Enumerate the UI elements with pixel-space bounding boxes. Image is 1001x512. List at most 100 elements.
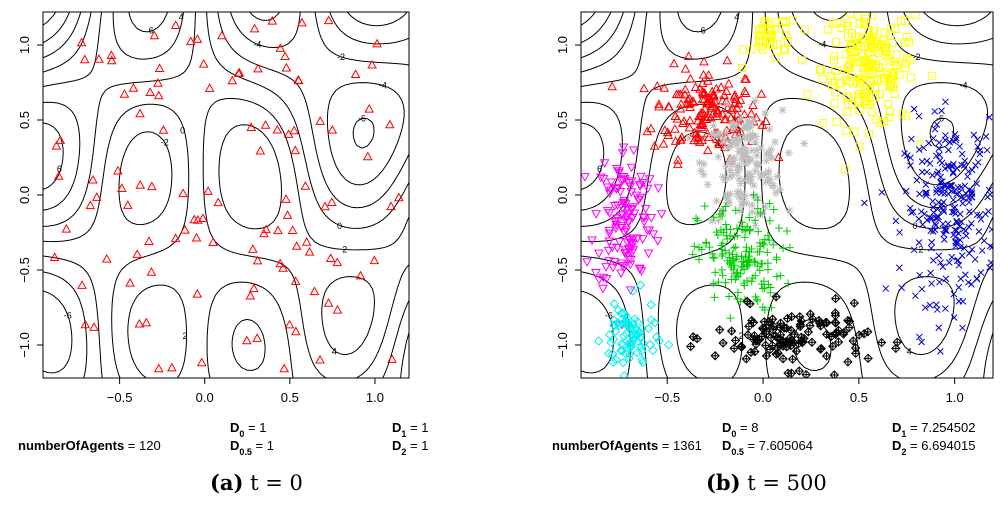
data-point-agents — [101, 253, 112, 263]
data-point-agents — [282, 210, 293, 219]
data-point-yellow — [871, 83, 880, 92]
data-point-blue — [985, 186, 993, 194]
data-point-blue — [954, 184, 962, 191]
data-point-magenta — [626, 188, 637, 197]
data-point-yellow — [888, 83, 897, 92]
data-point-blue — [965, 250, 973, 257]
data-point-yellow — [824, 25, 833, 34]
plot-panel-a: -6 -6 -4 -4 -2 -2 0 0 2 2 4 4 6 6 −0.5 0.0 0.5 1.0 −1.0 −0.… — [17, 11, 428, 457]
data-point-blue — [985, 113, 993, 121]
data-point-yellow — [829, 56, 838, 65]
contour-label: -6 — [605, 310, 613, 320]
data-point-red — [712, 106, 723, 116]
data-point-red — [670, 136, 681, 145]
data-point-blue — [968, 220, 975, 227]
data-point-agents — [198, 58, 209, 68]
data-point-agents — [355, 270, 366, 280]
data-point-blue — [949, 169, 957, 177]
data-point-magenta — [602, 206, 613, 216]
data-point-agents — [135, 108, 145, 118]
data-point-black — [795, 312, 805, 322]
data-point-cyan — [619, 331, 629, 341]
data-point-blue — [958, 150, 966, 158]
data-point-red — [685, 98, 695, 108]
data-point-agents — [246, 122, 257, 131]
data-point-blue — [948, 182, 955, 190]
data-point-agents — [89, 322, 99, 331]
data-point-black — [757, 331, 767, 342]
data-point-yellow-top — [780, 46, 789, 55]
data-point-grey — [707, 130, 716, 139]
data-point-yellow-top — [779, 17, 788, 26]
data-point-cyan — [626, 340, 636, 351]
data-point-blue — [968, 280, 975, 288]
data-point-yellow-top — [768, 41, 777, 50]
data-point-grey — [728, 160, 737, 169]
data-point-magenta — [635, 182, 645, 192]
data-point-grey — [713, 129, 722, 138]
data-point-yellow — [855, 106, 864, 115]
data-point-yellow — [869, 42, 878, 51]
contour-line — [581, 12, 993, 378]
data-point-yellow — [827, 71, 836, 80]
data-point-grey — [738, 198, 747, 207]
data-point-green — [711, 268, 720, 277]
data-point-red — [652, 80, 663, 90]
data-point-yellow — [832, 117, 841, 126]
data-point-yellow — [855, 19, 864, 28]
data-point-black — [822, 318, 832, 328]
data-point-grey — [748, 120, 757, 129]
data-point-yellow — [876, 118, 885, 127]
data-point-magenta — [603, 246, 614, 256]
data-point-black — [831, 329, 841, 340]
data-point-agents — [242, 335, 252, 345]
data-point-yellow — [803, 90, 812, 99]
data-point-cyan — [638, 357, 648, 367]
data-point-agents — [284, 319, 295, 329]
data-point-agents — [323, 298, 334, 307]
data-point-blue — [908, 209, 915, 216]
data-point-blue — [892, 217, 900, 225]
data-point-red — [659, 83, 670, 92]
data-point-red — [719, 114, 730, 124]
data-point-green — [690, 242, 699, 251]
data-point-yellow — [862, 96, 871, 105]
data-point-magenta — [604, 237, 615, 247]
data-point-green — [718, 212, 727, 221]
data-point-cyan — [634, 332, 645, 343]
d0-value: D0 = 8 — [722, 420, 758, 439]
data-point-grey — [726, 158, 735, 167]
data-point-cyan — [611, 355, 621, 365]
data-point-blue — [918, 168, 926, 176]
data-point-yellow — [891, 24, 900, 33]
data-point-agents — [204, 83, 215, 92]
data-point-agents — [180, 224, 190, 234]
data-point-grey — [736, 179, 745, 188]
data-point-grey — [721, 193, 730, 202]
data-point-agents — [85, 200, 96, 210]
data-point-black — [760, 340, 771, 351]
data-point-black — [830, 293, 841, 304]
data-point-green — [730, 261, 739, 270]
data-point-red — [727, 103, 738, 112]
data-point-green — [747, 245, 756, 254]
data-point-red — [700, 104, 710, 113]
data-point-red — [673, 155, 683, 164]
data-point-black — [775, 322, 785, 333]
x-tick-label: −0.5 — [107, 390, 133, 405]
data-point-blue — [906, 204, 914, 212]
data-point-blue — [928, 238, 936, 246]
data-point-blue — [919, 221, 926, 228]
data-point-green — [710, 254, 719, 263]
data-point-black — [863, 327, 873, 337]
x-tick-label: 0.5 — [281, 390, 299, 405]
data-point-yellow — [886, 107, 895, 116]
data-point-yellow — [898, 109, 907, 118]
data-point-red — [732, 103, 743, 112]
data-point-blue — [983, 146, 991, 154]
data-point-black — [775, 330, 786, 340]
data-point-grey — [764, 167, 773, 176]
data-point-blue — [940, 198, 947, 206]
data-point-agents — [55, 135, 66, 144]
